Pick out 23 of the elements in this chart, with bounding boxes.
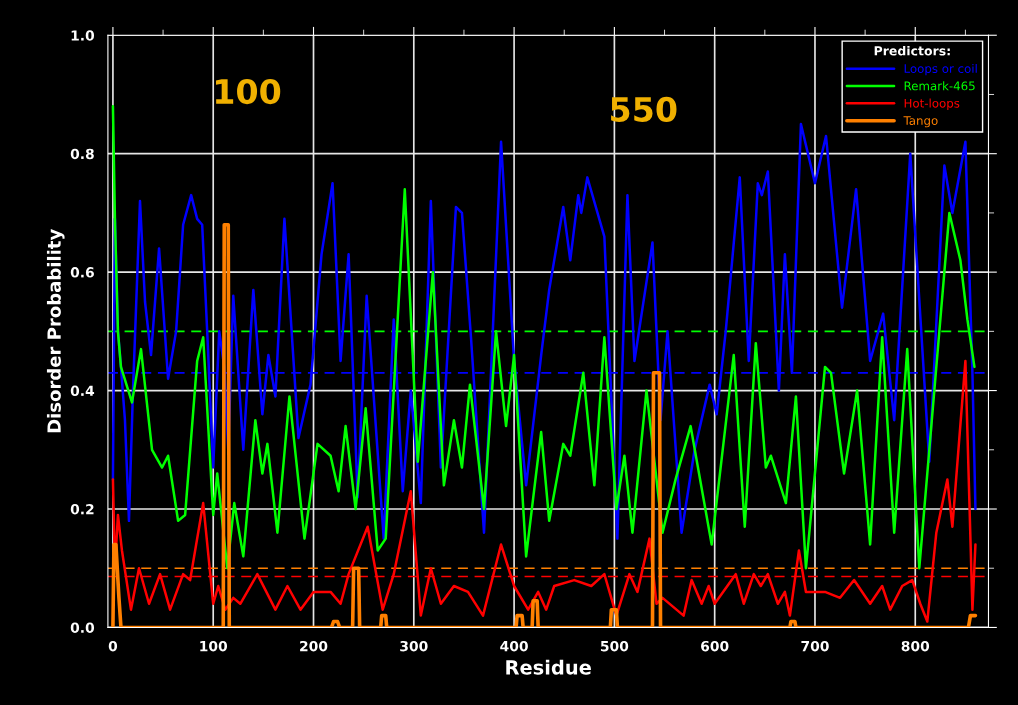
x-tick-label: 400 [500,640,528,652]
legend-title: Predictors: [874,45,950,56]
x-axis-title: Residue [506,659,591,675]
y-tick-label: 0.2 [70,503,94,515]
x-tick-label: 200 [300,640,328,652]
x-tick-label: 100 [200,640,228,652]
legend-label: Loops or coil [904,63,977,76]
legend-label: Tango [903,116,938,128]
x-tick-label: 300 [400,640,428,652]
x-tick-label: 800 [901,640,930,652]
legend-label: Hot-loops [904,98,960,110]
legend-label: Remark-465 [904,81,975,91]
x-tick-label: 700 [801,640,829,652]
x-tick-label: 0 [108,640,118,652]
annotation: 100 [216,78,281,105]
y-tick-label: 0.4 [70,385,95,397]
y-axis-title: Disorder Probability [46,229,65,433]
y-tick-label: 0.8 [70,148,94,160]
y-tick-label: 0.6 [70,267,94,278]
x-tick-label: 500 [600,640,629,652]
x-tick-label: 600 [701,640,729,652]
y-tick-label: 1.0 [71,30,95,41]
y-tick-label: 0.0 [70,622,95,633]
